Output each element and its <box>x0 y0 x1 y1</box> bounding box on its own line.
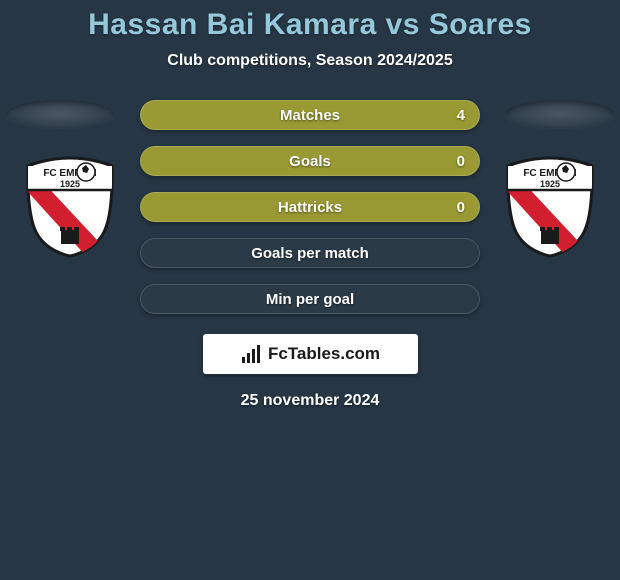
stat-bars: Matches 4 Goals 0 Hattricks 0 Goals per … <box>140 100 480 314</box>
stat-label: Goals <box>289 153 331 170</box>
player-left-shadow <box>6 100 114 128</box>
stat-value: 0 <box>457 199 465 216</box>
stat-label: Min per goal <box>266 291 354 308</box>
stat-bar-goals: Goals 0 <box>140 146 480 176</box>
stat-label: Hattricks <box>278 199 342 216</box>
stat-value: 0 <box>457 153 465 170</box>
page-title: Hassan Bai Kamara vs Soares <box>0 0 620 42</box>
shield-icon: FC EMMEN 1925 <box>16 152 124 260</box>
stat-value: 4 <box>457 107 465 124</box>
club-badge-left: FC EMMEN 1925 <box>16 152 124 260</box>
stat-bar-hattricks: Hattricks 0 <box>140 192 480 222</box>
stat-bar-matches: Matches 4 <box>140 100 480 130</box>
stat-label: Matches <box>280 107 340 124</box>
tower-icon <box>61 230 79 244</box>
player-right-shadow <box>506 100 614 128</box>
footer-date: 25 november 2024 <box>0 392 620 410</box>
page-subtitle: Club competitions, Season 2024/2025 <box>0 52 620 70</box>
tower-icon <box>541 230 559 244</box>
club-year-text: 1925 <box>540 179 560 189</box>
stat-bar-goals-per-match: Goals per match <box>140 238 480 268</box>
chart-icon <box>240 343 262 365</box>
comparison-content: FC EMMEN 1925 FC EMMEN 1925 <box>0 100 620 410</box>
stat-label: Goals per match <box>251 245 369 262</box>
shield-icon: FC EMMEN 1925 <box>496 152 604 260</box>
brand-text: FcTables.com <box>268 344 380 364</box>
club-badge-right: FC EMMEN 1925 <box>496 152 604 260</box>
brand-footer[interactable]: FcTables.com <box>203 334 418 374</box>
stat-bar-min-per-goal: Min per goal <box>140 284 480 314</box>
club-year-text: 1925 <box>60 179 80 189</box>
